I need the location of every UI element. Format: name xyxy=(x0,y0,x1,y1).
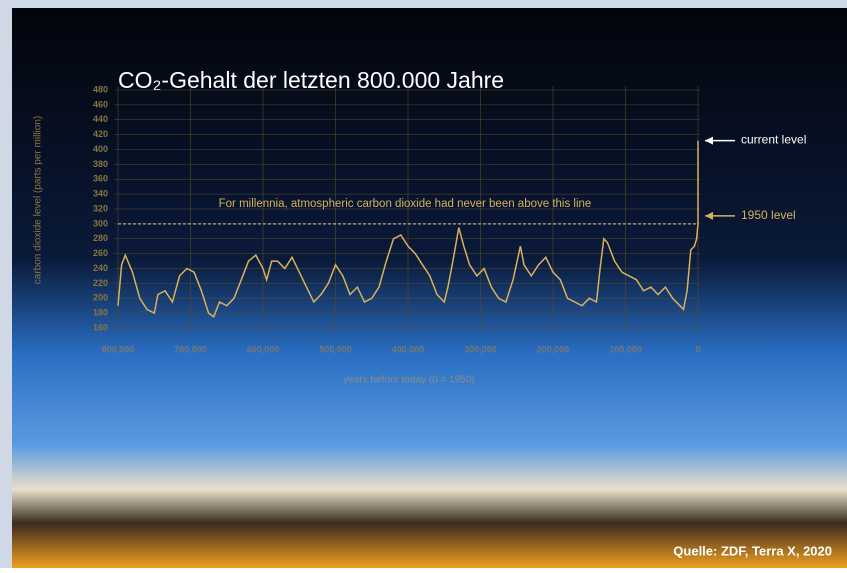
y-axis-label: carbon dioxide level (parts per million) xyxy=(33,116,44,284)
y-tick-label: 480 xyxy=(93,84,108,94)
current-label: current level xyxy=(741,133,806,147)
x-axis-label: years before today (0 = 1950) xyxy=(343,375,474,386)
y-tick-label: 440 xyxy=(93,114,108,124)
y-tick-label: 360 xyxy=(93,174,108,184)
x-tick-label: 0 xyxy=(695,344,700,354)
y-tick-label: 320 xyxy=(93,203,108,213)
x-tick-label: 500,000 xyxy=(319,344,352,354)
y-tick-label: 220 xyxy=(93,278,108,288)
y-tick-label: 280 xyxy=(93,233,108,243)
x-tick-label: 600,000 xyxy=(247,344,280,354)
chart-title: CO₂-Gehalt der letzten 800.000 Jahre xyxy=(118,67,504,93)
y-tick-label: 200 xyxy=(93,293,108,303)
y-tick-label: 160 xyxy=(93,322,108,332)
y-tick-label: 400 xyxy=(93,144,108,154)
y-tick-label: 380 xyxy=(93,159,108,169)
x-tick-label: 200,000 xyxy=(537,344,570,354)
reference-label: 1950 level xyxy=(741,208,796,222)
source: Quelle: ZDF, Terra X, 2020 xyxy=(673,543,832,558)
x-tick-label: 700,000 xyxy=(174,344,207,354)
annotation: For millennia, atmospheric carbon dioxid… xyxy=(219,198,592,210)
x-tick-label: 300,000 xyxy=(464,344,497,354)
y-tick-label: 340 xyxy=(93,189,108,199)
page: CO₂-Gehalt der letzten 800.000 Jahre car… xyxy=(0,0,847,568)
chart: CO₂-Gehalt der letzten 800.000 Jahre car… xyxy=(0,0,847,568)
y-tick-label: 460 xyxy=(93,99,108,109)
x-tick-label: 400,000 xyxy=(392,344,425,354)
y-tick-label: 420 xyxy=(93,129,108,139)
y-tick-label: 180 xyxy=(93,308,108,318)
y-tick-label: 300 xyxy=(93,218,108,228)
x-tick-label: 100,000 xyxy=(609,344,642,354)
x-tick-label: 800,000 xyxy=(102,344,135,354)
y-tick-label: 260 xyxy=(93,248,108,258)
y-tick-label: 240 xyxy=(93,263,108,273)
